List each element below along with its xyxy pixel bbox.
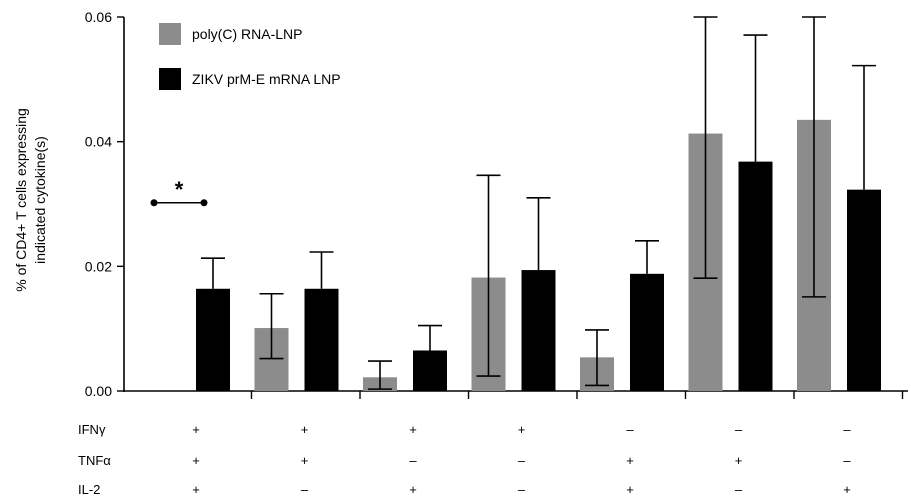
condition-sign: – bbox=[843, 422, 851, 437]
y-tick-label: 0.00 bbox=[85, 383, 112, 399]
condition-sign: – bbox=[409, 453, 417, 468]
y-tick-label: 0.04 bbox=[85, 134, 112, 150]
bar-zikv-group-7 bbox=[847, 189, 881, 391]
condition-row-label: IL-2 bbox=[78, 482, 100, 497]
y-axis-label-line: indicated cytokine(s) bbox=[32, 136, 48, 264]
bar-zikv-group-2 bbox=[304, 288, 339, 391]
bar-zikv-group-1 bbox=[196, 288, 230, 391]
condition-sign: + bbox=[626, 453, 634, 468]
condition-sign: + bbox=[626, 482, 634, 497]
legend-label: poly(C) RNA-LNP bbox=[192, 26, 302, 42]
y-axis-label-line: % of CD4+ T cells expressing bbox=[13, 108, 29, 292]
condition-sign: + bbox=[409, 482, 417, 497]
condition-sign: + bbox=[735, 453, 743, 468]
significance-endpoint bbox=[200, 199, 208, 207]
y-tick-label: 0.06 bbox=[85, 9, 112, 25]
condition-sign: + bbox=[301, 453, 309, 468]
bar-zikv-group-4 bbox=[521, 270, 556, 391]
y-axis-label: % of CD4+ T cells expressing indicated cy… bbox=[13, 108, 48, 292]
condition-row-label: IFNγ bbox=[78, 422, 106, 437]
bar-zikv-group-6 bbox=[738, 161, 773, 391]
legend-swatch bbox=[159, 23, 181, 45]
legend-swatch bbox=[159, 68, 181, 90]
condition-sign: + bbox=[192, 422, 200, 437]
error-bars bbox=[201, 16, 876, 390]
bar-zikv-group-5 bbox=[630, 273, 664, 391]
annotations: * bbox=[150, 177, 208, 207]
condition-sign: – bbox=[301, 482, 309, 497]
condition-sign: – bbox=[518, 482, 526, 497]
condition-sign: – bbox=[518, 453, 526, 468]
condition-sign: + bbox=[301, 422, 309, 437]
legend-label: ZIKV prM-E mRNA LNP bbox=[192, 71, 341, 87]
condition-sign: + bbox=[409, 422, 417, 437]
y-tick-label: 0.02 bbox=[85, 258, 112, 274]
condition-table: IFNγ + + + + – – – TNFα + + – – + + – IL-2 + – + – + – + bbox=[78, 422, 851, 497]
condition-sign: – bbox=[735, 482, 743, 497]
condition-sign: + bbox=[518, 422, 526, 437]
condition-row-label: TNFα bbox=[78, 453, 111, 468]
legend: poly(C) RNA-LNP ZIKV prM-E mRNA LNP bbox=[159, 23, 341, 90]
condition-sign: – bbox=[843, 453, 851, 468]
condition-sign: + bbox=[843, 482, 851, 497]
condition-sign: + bbox=[192, 453, 200, 468]
condition-sign: – bbox=[735, 422, 743, 437]
significance-endpoint bbox=[150, 199, 158, 207]
condition-sign: – bbox=[626, 422, 634, 437]
significance-star: * bbox=[175, 177, 184, 202]
condition-sign: + bbox=[192, 482, 200, 497]
